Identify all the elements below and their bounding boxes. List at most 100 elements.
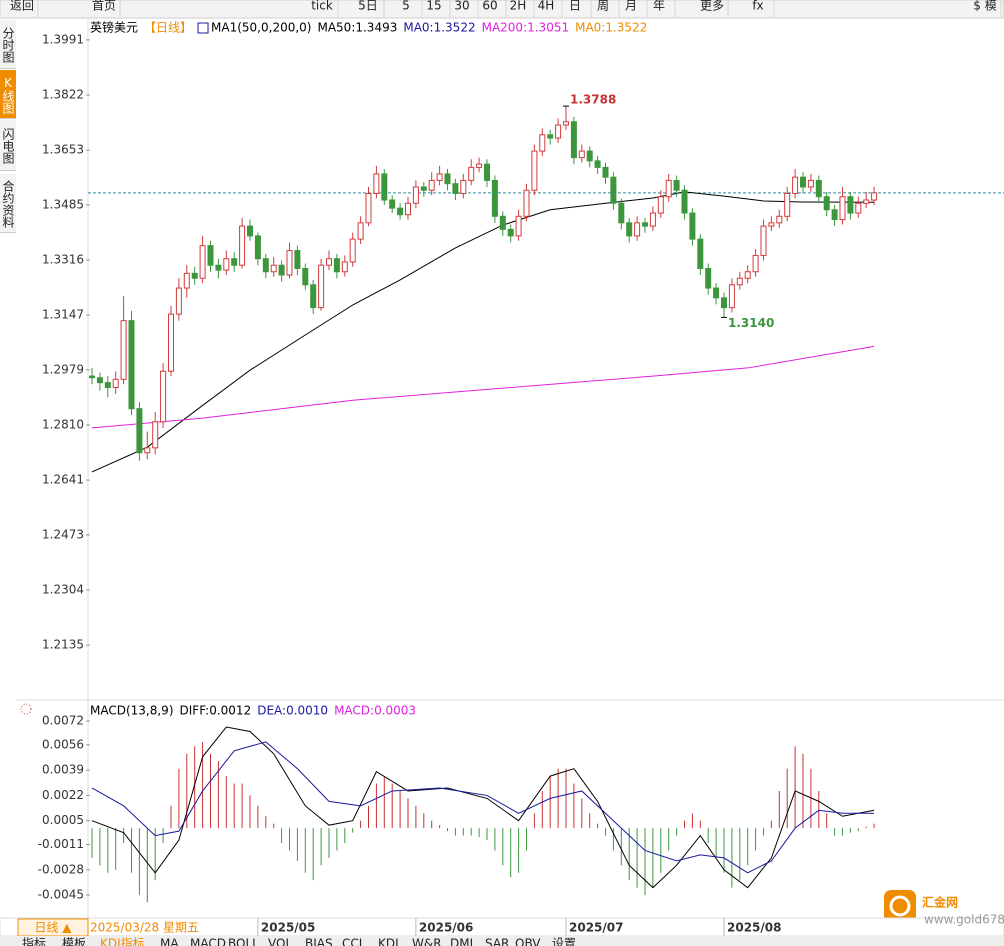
toolbar-button[interactable]: 60 bbox=[482, 0, 497, 13]
candle-body bbox=[104, 382, 111, 389]
candle-body bbox=[523, 189, 530, 217]
logo-mark bbox=[889, 895, 911, 917]
x-tick-label: 2025/08 bbox=[727, 921, 781, 935]
indicator-tab[interactable]: BOLL bbox=[228, 937, 259, 946]
y-tick-label: 1.2135 bbox=[42, 638, 84, 652]
y-tick-label: 1.3653 bbox=[42, 143, 84, 157]
side-tab[interactable]: 闪电图 bbox=[0, 120, 16, 171]
candle-body bbox=[239, 225, 246, 266]
side-tab[interactable]: K线图 bbox=[0, 70, 16, 119]
legend-entry: MA0:1.3522 bbox=[403, 21, 475, 35]
indicator-tab[interactable]: SAR bbox=[485, 937, 509, 946]
candle-body bbox=[136, 408, 143, 454]
candle-body bbox=[326, 258, 332, 266]
candle-body bbox=[752, 254, 759, 273]
indicator-tab[interactable]: BIAS bbox=[305, 937, 333, 946]
y-tick-label: -0.0028 bbox=[38, 862, 84, 876]
candle-body bbox=[721, 297, 727, 309]
candle-body bbox=[231, 258, 238, 266]
indicator-label: MA1(50,0,200,0) bbox=[211, 21, 311, 35]
candle-body bbox=[381, 173, 388, 201]
indicator-tab[interactable]: KDJ bbox=[378, 937, 399, 946]
indicator-tab[interactable]: VOL bbox=[268, 937, 292, 946]
candle-body bbox=[491, 179, 498, 217]
indicator-tab[interactable]: MA bbox=[160, 937, 179, 946]
candle-body bbox=[191, 272, 198, 279]
toolbar-button[interactable]: 5 bbox=[402, 0, 410, 13]
candle-body bbox=[341, 261, 348, 273]
toolbar-button[interactable]: 更多 bbox=[700, 0, 724, 13]
indicator-tab[interactable]: KDJ指标 bbox=[100, 936, 145, 946]
side-tab[interactable]: 合约资料 bbox=[0, 174, 16, 233]
toolbar-button[interactable]: 周 bbox=[597, 0, 609, 13]
toolbar-button[interactable]: 15 bbox=[426, 0, 441, 13]
y-tick-label: 1.2304 bbox=[42, 583, 84, 597]
candle-body bbox=[531, 150, 538, 191]
legend-entry: MA50:1.3493 bbox=[317, 21, 397, 35]
candle-body bbox=[594, 160, 601, 168]
candle-body bbox=[286, 250, 293, 276]
candle-body bbox=[768, 222, 775, 227]
toolbar-button[interactable]: 月 bbox=[625, 0, 637, 13]
candle-body bbox=[610, 176, 617, 204]
candle-body bbox=[736, 277, 743, 286]
indicator-tab[interactable]: 指标 bbox=[22, 936, 46, 946]
toolbar-button[interactable]: 30 bbox=[454, 0, 469, 13]
toolbar-button[interactable]: 首页 bbox=[92, 0, 116, 13]
side-tab[interactable]: 分时图 bbox=[0, 20, 16, 69]
candle-body bbox=[800, 176, 806, 188]
indicator-tab[interactable]: MACD bbox=[190, 937, 226, 946]
legend-entry: MACD:0.0003 bbox=[334, 704, 416, 718]
indicator-tab[interactable]: W&R bbox=[412, 937, 442, 946]
toolbar-button[interactable]: 日 bbox=[569, 0, 581, 13]
candle-body bbox=[689, 212, 696, 240]
watermark-url: www.gold678.com bbox=[924, 913, 1004, 927]
candle-body bbox=[302, 267, 309, 286]
candle-body bbox=[310, 284, 317, 309]
toolbar-button[interactable]: 返回 bbox=[10, 0, 34, 13]
candle-body bbox=[199, 245, 206, 279]
candle-body bbox=[563, 121, 569, 126]
indicator-tab[interactable]: 设置 bbox=[552, 937, 576, 946]
indicator-tab[interactable]: CCI bbox=[342, 937, 362, 946]
ma-line bbox=[91, 191, 875, 473]
macd-line bbox=[91, 741, 875, 874]
candle-body bbox=[89, 375, 95, 379]
candle-body bbox=[333, 258, 340, 273]
candle-body bbox=[547, 134, 554, 139]
candle-body bbox=[357, 222, 364, 240]
toolbar-button[interactable]: $ 模 bbox=[973, 0, 996, 13]
toolbar-button[interactable]: 年 bbox=[653, 0, 665, 13]
candle-body bbox=[349, 238, 356, 263]
candle-body bbox=[412, 186, 419, 204]
toolbar-button[interactable]: 5日 bbox=[358, 0, 378, 13]
candle-body bbox=[373, 173, 380, 194]
candle-body bbox=[215, 264, 222, 271]
candle-body bbox=[665, 179, 672, 198]
candle-body bbox=[823, 196, 830, 211]
toolbar-button[interactable]: 2H bbox=[510, 0, 527, 13]
candle-body bbox=[270, 264, 277, 273]
period-button-label[interactable]: 日线 ▲ bbox=[34, 921, 72, 935]
indicator-tab[interactable]: DMI bbox=[450, 937, 473, 946]
macd-settings-icon[interactable] bbox=[20, 703, 32, 715]
toolbar-button[interactable]: fx bbox=[752, 0, 763, 13]
indicator-tab[interactable]: 模板 bbox=[62, 937, 86, 946]
toolbar-button[interactable]: 4H bbox=[538, 0, 555, 13]
candle-body bbox=[681, 189, 688, 214]
candle-body bbox=[397, 207, 404, 216]
candle-body bbox=[784, 192, 791, 217]
y-tick-label: 1.3991 bbox=[42, 32, 84, 46]
candle-body bbox=[452, 183, 459, 194]
candle-body bbox=[168, 313, 174, 372]
candle-body bbox=[160, 370, 167, 423]
candle-body bbox=[120, 320, 127, 380]
period-label: 【日线】 bbox=[144, 21, 192, 35]
y-tick-label: 0.0022 bbox=[42, 788, 84, 802]
macd-line bbox=[91, 726, 875, 889]
toolbar-button[interactable]: tick bbox=[311, 0, 333, 13]
y-tick-label: 0.0039 bbox=[42, 763, 84, 777]
candle-body bbox=[871, 192, 878, 201]
candle-body bbox=[776, 215, 783, 224]
indicator-tab[interactable]: OBV bbox=[515, 937, 541, 946]
